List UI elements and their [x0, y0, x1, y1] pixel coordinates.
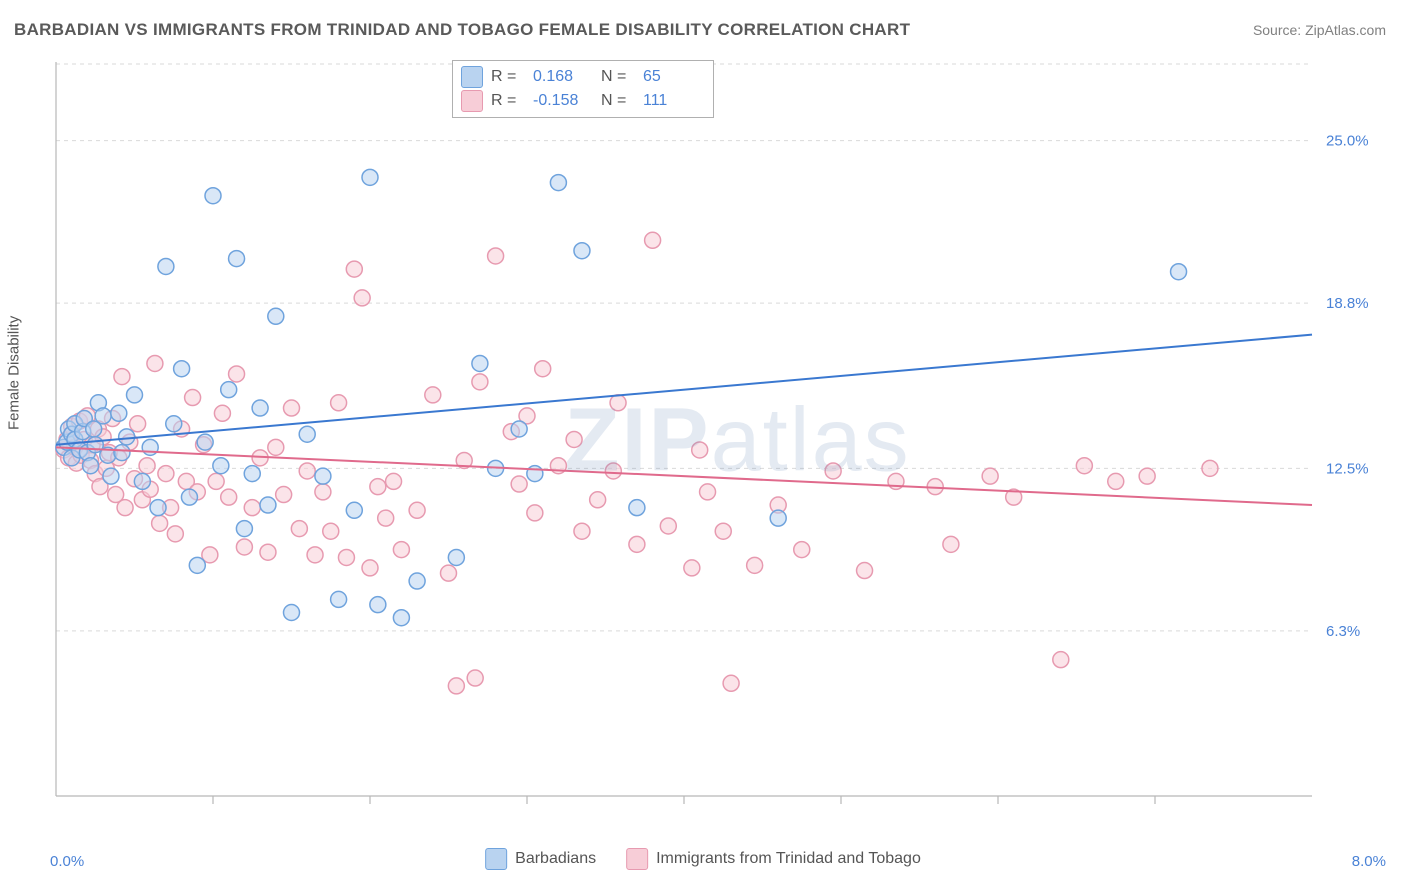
- svg-text:12.5%: 12.5%: [1326, 460, 1369, 477]
- y-axis-label: Female Disability: [6, 316, 23, 430]
- legend-r-label: R =: [491, 65, 525, 89]
- legend-r-value: -0.158: [533, 89, 593, 113]
- legend-r-value: 0.168: [533, 65, 593, 89]
- legend-swatch-icon: [461, 90, 483, 112]
- x-axis-min-label: 0.0%: [50, 853, 84, 870]
- source-attribution: Source: ZipAtlas.com: [1253, 22, 1386, 38]
- legend-n-label: N =: [601, 89, 635, 113]
- chart-container: BARBADIAN VS IMMIGRANTS FROM TRINIDAD AN…: [0, 0, 1406, 892]
- legend-row-series-1: R = -0.158 N = 111: [461, 89, 703, 113]
- correlation-legend: R = 0.168 N = 65 R = -0.158 N = 111: [452, 60, 714, 118]
- series-legend: Barbadians Immigrants from Trinidad and …: [485, 848, 921, 870]
- legend-n-value: 111: [643, 89, 703, 113]
- legend-item-series-1: Immigrants from Trinidad and Tobago: [626, 848, 921, 870]
- legend-r-label: R =: [491, 89, 525, 113]
- legend-swatch-icon: [485, 848, 507, 870]
- x-axis-max-label: 8.0%: [1352, 853, 1386, 870]
- legend-item-label: Barbadians: [515, 850, 596, 868]
- legend-n-value: 65: [643, 65, 703, 89]
- legend-swatch-icon: [461, 66, 483, 88]
- plot-svg: 6.3% 12.5% 18.8% 25.0%: [50, 58, 1390, 818]
- svg-text:18.8%: 18.8%: [1326, 295, 1369, 312]
- legend-row-series-0: R = 0.168 N = 65: [461, 65, 703, 89]
- svg-text:6.3%: 6.3%: [1326, 623, 1360, 640]
- legend-item-label: Immigrants from Trinidad and Tobago: [656, 850, 921, 868]
- chart-title: BARBADIAN VS IMMIGRANTS FROM TRINIDAD AN…: [14, 20, 910, 40]
- svg-text:25.0%: 25.0%: [1326, 133, 1369, 150]
- legend-item-series-0: Barbadians: [485, 848, 596, 870]
- legend-swatch-icon: [626, 848, 648, 870]
- plot-area: 6.3% 12.5% 18.8% 25.0%: [50, 58, 1390, 818]
- legend-n-label: N =: [601, 65, 635, 89]
